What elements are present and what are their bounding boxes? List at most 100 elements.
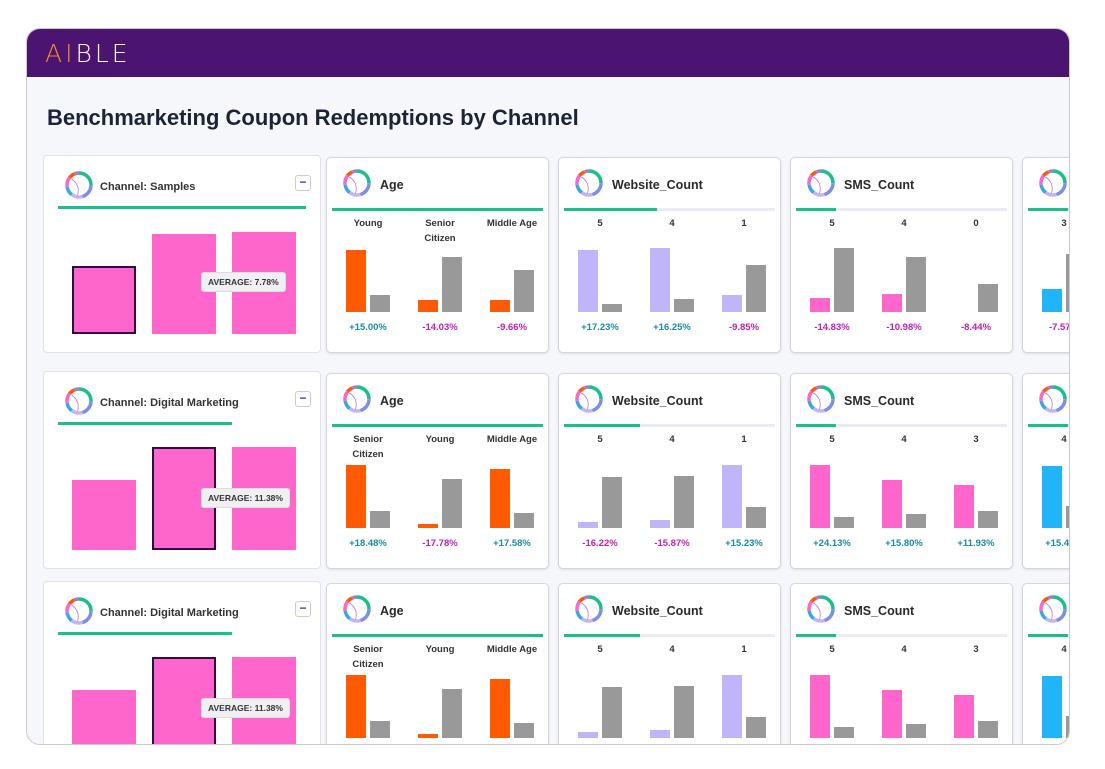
channel-bar[interactable] xyxy=(72,480,136,550)
category-label: 5 xyxy=(829,644,835,655)
benchmark-bar[interactable] xyxy=(834,248,854,312)
segment-bar[interactable] xyxy=(650,730,670,738)
average-label: AVERAGE: 11.38% xyxy=(201,488,290,508)
segment-bar[interactable] xyxy=(722,295,742,312)
segment-bar[interactable] xyxy=(810,465,830,528)
benchmark-bar[interactable] xyxy=(674,476,694,528)
segment-bar[interactable] xyxy=(578,522,598,528)
benchmark-bar[interactable] xyxy=(906,514,926,528)
segment-bar[interactable] xyxy=(346,465,366,528)
collapse-button[interactable]: − xyxy=(295,175,311,191)
segment-bar[interactable] xyxy=(1042,676,1062,738)
benchmark-bar[interactable] xyxy=(1066,506,1069,528)
feature-card[interactable]: Website_Count 5 +17.23% 4 +16.25% 1 -9.85% xyxy=(558,157,781,353)
channel-progress-bar xyxy=(58,632,232,635)
lift-percent: +15.00% xyxy=(349,322,387,333)
benchmark-bar[interactable] xyxy=(746,265,766,312)
benchmark-bar[interactable] xyxy=(674,299,694,312)
segment-bar[interactable] xyxy=(954,485,974,528)
card-progress-fill xyxy=(796,424,837,427)
card-header: SMS_Count xyxy=(798,168,914,201)
segment-bar[interactable] xyxy=(490,679,510,738)
feature-card[interactable]: Age Senior Citizen Young Middle Age xyxy=(326,583,549,744)
feature-card[interactable]: SMS_Count 5 -14.83% 4 -10.98% 0 -8.44% xyxy=(790,157,1013,353)
benchmark-bar[interactable] xyxy=(978,284,998,312)
benchmark-bar[interactable] xyxy=(746,507,766,528)
feature-card[interactable]: SMS_Count 5 4 3 xyxy=(790,583,1013,744)
channel-label: Channel: Digital Marketing xyxy=(100,396,239,409)
lift-percent: +11.93% xyxy=(957,538,995,549)
feature-card[interactable]: E 4 +15.44% xyxy=(1022,373,1069,569)
app-window: AIBLE Benchmarketing Coupon Redemptions … xyxy=(26,28,1070,745)
feature-card[interactable]: SMS_Count 5 +24.13% 4 +15.80% 3 +11.93% xyxy=(790,373,1013,569)
benchmark-bar[interactable] xyxy=(514,723,534,738)
benchmark-bar[interactable] xyxy=(1066,254,1069,312)
feature-card[interactable]: E 3 -7.57% xyxy=(1022,157,1069,353)
segment-bar[interactable] xyxy=(1042,289,1062,312)
segment-bar[interactable] xyxy=(1042,466,1062,528)
channel-bar[interactable] xyxy=(72,266,136,334)
feature-card[interactable]: Website_Count 5 4 1 xyxy=(558,583,781,744)
segment-bar[interactable] xyxy=(418,734,438,738)
feature-card[interactable]: Age Young +15.00% Senior Citizen -14.03% Midd… xyxy=(326,157,549,353)
segment-bar[interactable] xyxy=(882,480,902,528)
benchmark-bar[interactable] xyxy=(602,687,622,738)
benchmark-bar[interactable] xyxy=(370,721,390,738)
card-title: Website_Count xyxy=(612,603,703,618)
benchmark-bar[interactable] xyxy=(834,727,854,738)
segment-bar[interactable] xyxy=(810,675,830,738)
card-progress-fill xyxy=(1028,208,1069,211)
lift-percent: -14.83% xyxy=(814,322,850,333)
segment-bar[interactable] xyxy=(954,695,974,738)
benchmark-bar[interactable] xyxy=(602,477,622,528)
benchmark-bar[interactable] xyxy=(442,479,462,528)
collapse-button[interactable]: − xyxy=(295,391,311,407)
segment-bar[interactable] xyxy=(882,294,902,312)
channel-bar[interactable] xyxy=(72,690,136,744)
benchmark-bar[interactable] xyxy=(602,304,622,312)
category-label: 5 xyxy=(597,644,603,655)
lift-percent: -16.22% xyxy=(582,538,618,549)
benchmark-bar[interactable] xyxy=(370,295,390,312)
segment-bar[interactable] xyxy=(346,675,366,738)
benchmark-bar[interactable] xyxy=(746,717,766,738)
segment-bar[interactable] xyxy=(722,465,742,528)
segment-bar[interactable] xyxy=(578,732,598,738)
benchmark-bar[interactable] xyxy=(442,689,462,738)
benchmark-bar[interactable] xyxy=(370,511,390,528)
segment-bar[interactable] xyxy=(490,300,510,312)
benchmark-bar[interactable] xyxy=(674,686,694,738)
segment-bar[interactable] xyxy=(418,524,438,528)
segment-bar[interactable] xyxy=(578,250,598,312)
benchmark-bar[interactable] xyxy=(978,511,998,528)
benchmark-bar[interactable] xyxy=(978,721,998,738)
lift-percent: -14.03% xyxy=(422,322,458,333)
feature-donut-icon xyxy=(806,168,836,201)
benchmark-bar[interactable] xyxy=(906,257,926,312)
segment-bar[interactable] xyxy=(882,690,902,738)
benchmark-bar[interactable] xyxy=(514,513,534,528)
card-progress-fill xyxy=(1028,424,1069,427)
category-label: 4 xyxy=(669,644,675,655)
segment-bar[interactable] xyxy=(346,250,366,312)
feature-card[interactable]: Age Senior Citizen +18.48% Young -17.78% Midd… xyxy=(326,373,549,569)
category-label: Young xyxy=(425,434,455,445)
card-progress-track xyxy=(796,634,1007,637)
aible-logo[interactable]: AIBLE xyxy=(45,38,131,68)
benchmark-bar[interactable] xyxy=(834,517,854,528)
segment-bar[interactable] xyxy=(810,298,830,312)
card-title: SMS_Count xyxy=(844,393,915,408)
benchmark-bar[interactable] xyxy=(442,257,462,312)
segment-bar[interactable] xyxy=(490,469,510,528)
feature-card[interactable]: E4 xyxy=(1022,583,1069,744)
benchmark-bar[interactable] xyxy=(514,270,534,312)
segment-bar[interactable] xyxy=(650,248,670,312)
card-progress-track xyxy=(796,424,1007,427)
feature-card[interactable]: Website_Count 5 -16.22% 4 -15.87% 1 +15.23% xyxy=(558,373,781,569)
segment-bar[interactable] xyxy=(722,675,742,738)
collapse-button[interactable]: − xyxy=(295,601,311,617)
benchmark-bar[interactable] xyxy=(906,724,926,738)
segment-bar[interactable] xyxy=(418,300,438,312)
benchmark-bar[interactable] xyxy=(1066,716,1069,738)
segment-bar[interactable] xyxy=(650,520,670,528)
